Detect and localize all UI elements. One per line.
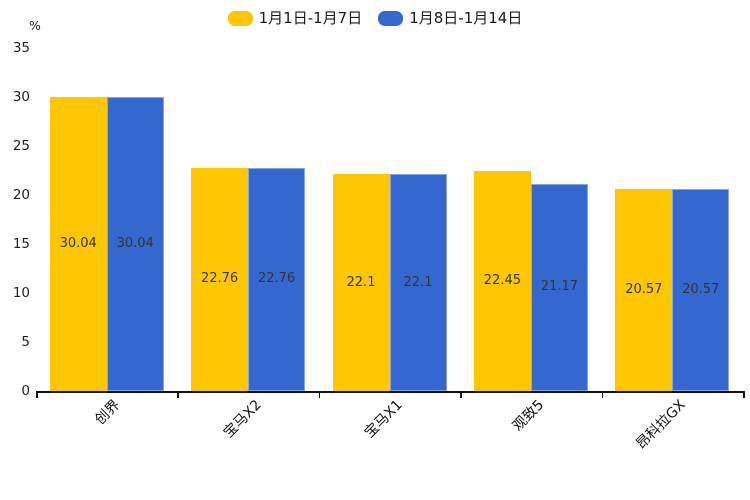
y-axis-tick-label: 15 [12, 236, 30, 252]
x-axis-tick-mark [460, 393, 462, 398]
y-axis-tick-label: 35 [12, 40, 30, 56]
bar-value-label: 22.76 [200, 271, 239, 287]
bar-value-label: 22.76 [257, 271, 296, 287]
x-axis-tick-mark [743, 393, 745, 398]
x-axis-category-label: 昂科拉GX [633, 397, 689, 453]
y-axis-tick-label: 25 [12, 138, 30, 154]
x-axis-line [36, 391, 745, 393]
y-axis-unit-label: % [29, 18, 41, 33]
legend-swatch-icon [227, 10, 253, 26]
bar-series-1 [191, 167, 249, 391]
y-axis-tick-label: 20 [12, 187, 30, 203]
bar-series-2 [530, 183, 588, 391]
x-axis-category-label: 创界 [91, 397, 124, 429]
legend-item-label: 1月1日-1月7日 [258, 9, 363, 27]
bar-value-label: 30.04 [59, 235, 97, 251]
bar-series-2 [389, 174, 447, 391]
bar-value-label: 30.04 [116, 235, 154, 251]
y-axis-tick-label: 10 [12, 285, 30, 301]
legend-item-label: 1月8日-1月14日 [409, 9, 523, 27]
bar-value-label: 21.17 [540, 279, 578, 295]
x-axis-tick-mark [36, 393, 38, 398]
bar-series-1 [473, 170, 531, 391]
y-axis-tick-label: 0 [21, 383, 30, 399]
bar-value-label: 22.1 [403, 274, 433, 290]
legend-item-series-2[interactable]: 1月8日-1月14日 [378, 9, 522, 27]
bar-series-1 [332, 174, 390, 391]
bar-series-2 [248, 167, 306, 391]
bar-series-1 [49, 96, 107, 391]
bar-value-label: 22.45 [483, 272, 521, 288]
legend-swatch-icon [378, 10, 404, 26]
x-axis-category-label: 观致5 [509, 397, 548, 435]
x-axis-category-label: 宝马X1 [361, 397, 406, 442]
legend: 1月1日-1月7日 1月8日-1月14日 [0, 8, 750, 28]
x-axis-tick-mark [601, 393, 604, 398]
bar-value-label: 20.57 [682, 282, 720, 298]
x-axis-tick-mark [177, 393, 179, 398]
legend-item-series-1[interactable]: 1月1日-1月7日 [227, 9, 363, 27]
x-axis-category-label: 宝马X2 [220, 397, 265, 442]
bar-value-label: 22.1 [346, 274, 376, 290]
bar-series-2 [672, 189, 730, 391]
x-axis-tick-mark [318, 393, 321, 398]
bar-series-2 [106, 96, 164, 391]
bar-series-1 [615, 189, 673, 391]
bar-value-label: 20.57 [625, 282, 663, 298]
y-axis-tick-label: 5 [21, 334, 30, 350]
y-axis-tick-label: 30 [12, 89, 30, 105]
